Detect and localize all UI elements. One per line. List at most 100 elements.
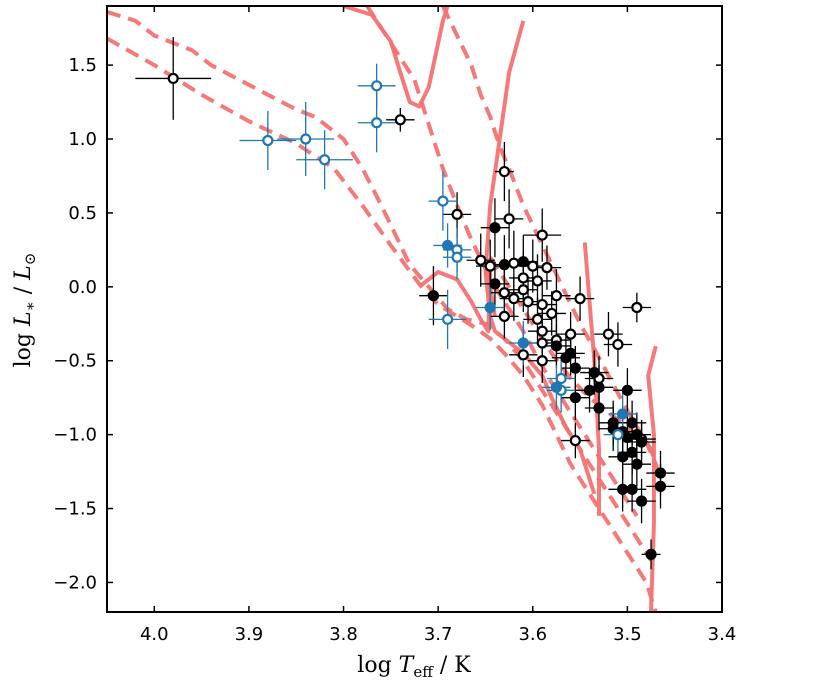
y-tick-label: −1.0 [53,425,97,446]
filled-black-point [517,256,529,268]
open-blue-point [262,134,274,147]
open-black-point [546,307,558,320]
x-tick-label: 3.9 [235,624,264,645]
y-axis: 1.5 1.0 0.5 0.0 −0.5 −1.0 −1.5 −2.0 [53,55,722,593]
open-black-point [508,293,520,305]
open-black-point [536,355,548,367]
open-black-point [484,260,496,272]
open-black-point [475,254,487,266]
filled-black-point [617,483,629,495]
open-blue-point [437,195,449,207]
open-black-point [536,298,548,311]
open-black-point [517,272,529,284]
open-black-point [602,328,615,340]
y-axis-title: log L∗ / L⊙ [11,253,39,368]
y-tick-label: 1.5 [68,55,97,76]
filled-black-point [489,278,501,290]
filled-black-point [427,290,440,302]
open-black-point [574,293,586,305]
x-axis-title: log Teff / K [357,653,471,681]
track-solid-5 [646,345,658,612]
track-dashed-1 [107,36,658,612]
track-dashed-3 [365,6,639,517]
track-dashed-5 [488,256,658,465]
filled-black-point [635,436,648,448]
filled-black-point [569,362,581,374]
filled-black-point [617,451,629,463]
open-black-point [498,287,510,299]
x-tick-label: 3.4 [708,624,737,645]
open-black-point [612,338,624,351]
x-axis: 4.0 3.9 3.8 3.7 3.6 3.5 3.4 [140,6,736,645]
data-points [167,72,667,560]
open-black-point [517,349,529,361]
filled-black-point [569,392,581,404]
filled-black-point [626,483,638,495]
filled-black-point [588,366,600,379]
open-black-point [536,325,548,337]
filled-blue-point [617,408,629,420]
open-black-point [550,290,563,302]
open-blue-point [555,372,567,385]
filled-black-point [621,384,633,396]
filled-blue-point [550,381,563,393]
filled-blue-point [517,337,529,349]
y-tick-label: −1.5 [53,499,97,520]
filled-black-point [626,417,638,429]
filled-black-point [560,352,572,364]
open-black-point [508,257,520,269]
filled-black-point [489,222,501,234]
y-tick-label: −0.5 [53,351,97,372]
filled-black-point [593,381,605,393]
y-tick-label: −2.0 [53,572,97,593]
y-tick-label: 0.0 [68,277,97,298]
open-black-point [498,310,510,322]
open-blue-point [371,117,383,129]
open-blue-point [451,251,463,263]
track-dashed-2 [107,9,653,562]
open-black-point [498,165,510,178]
track-solid-1 [342,6,450,109]
track-dashed-4 [441,6,663,480]
open-blue-point [442,313,454,325]
open-blue-point [319,154,331,166]
filled-blue-point [484,301,496,314]
filled-black-point [550,340,563,352]
open-black-point [394,114,406,126]
open-blue-point [612,429,624,441]
filled-blue-point [442,239,454,252]
filled-black-point [631,458,643,470]
x-tick-label: 3.8 [329,624,358,645]
open-black-point [541,262,553,274]
open-black-point [167,72,179,85]
filled-black-point [593,402,605,414]
y-tick-label: 0.5 [68,203,97,224]
filled-black-point [498,259,510,271]
open-blue-point [300,133,312,145]
filled-black-point [621,431,633,444]
filled-black-point [635,495,648,507]
open-black-point [531,313,544,325]
open-black-point [536,229,548,241]
filled-black-point [583,384,596,396]
open-black-point [503,213,515,225]
open-black-point [631,301,643,314]
x-tick-label: 4.0 [140,624,169,645]
x-tick-label: 3.6 [518,624,547,645]
open-black-point [531,275,544,287]
open-black-point [527,260,539,272]
filled-black-point [654,480,667,492]
plot-area-frame [106,5,723,613]
open-black-point [565,328,577,340]
open-blue-point [371,80,383,92]
x-tick-label: 3.7 [424,624,453,645]
model-tracks [107,6,663,612]
filled-black-point [626,446,638,458]
y-tick-label: 1.0 [68,129,97,150]
open-black-point [517,284,529,296]
open-black-point [536,337,548,349]
filled-black-point [645,548,657,560]
filled-black-point [654,467,667,479]
x-tick-label: 3.5 [613,624,642,645]
